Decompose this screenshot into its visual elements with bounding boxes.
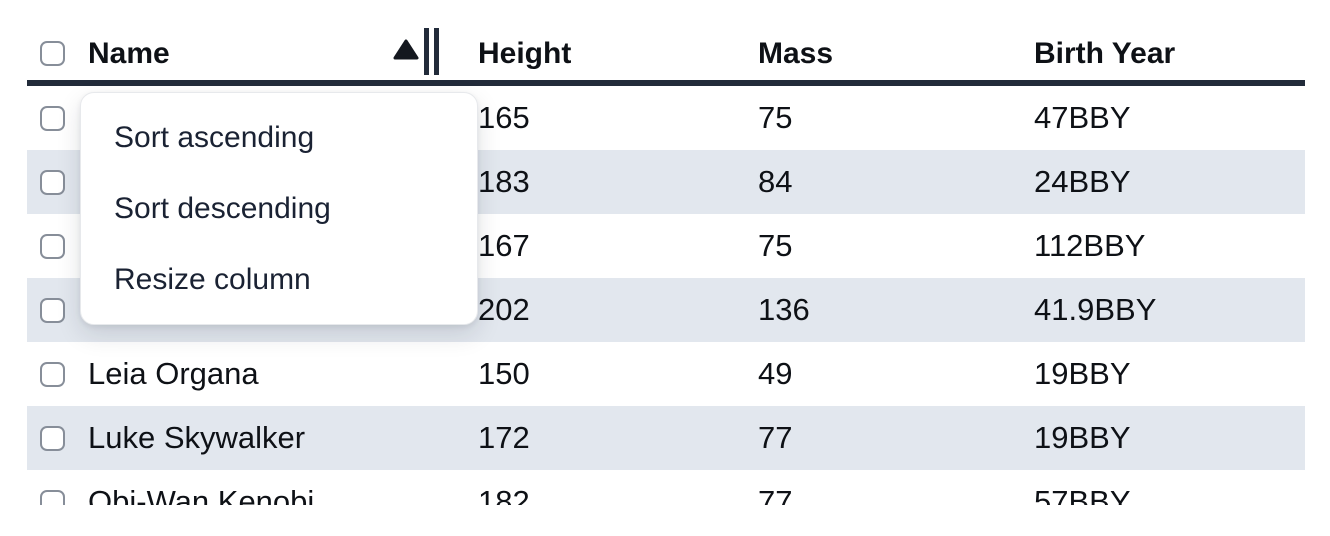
row-checkbox[interactable] xyxy=(40,361,65,387)
sort-ascending-icon xyxy=(393,39,419,60)
row-select-cell xyxy=(27,169,88,195)
table-row[interactable]: 165 75 47BBY xyxy=(27,86,1305,150)
column-context-menu: Sort ascending Sort descending Resize co… xyxy=(80,92,478,325)
select-all-checkbox[interactable] xyxy=(40,41,65,66)
cell-birth-year: 47BBY xyxy=(1034,100,1131,135)
cell-birth-year: 19BBY xyxy=(1034,356,1131,391)
cell-birth-year: 19BBY xyxy=(1034,420,1131,455)
cell-mass: 84 xyxy=(758,164,793,199)
column-header-name-label: Name xyxy=(88,37,170,70)
cell-birth-year: 24BBY xyxy=(1034,164,1131,199)
cell-mass: 75 xyxy=(758,100,793,135)
column-header-birth-year-label: Birth Year xyxy=(1034,37,1176,70)
cell-mass: 75 xyxy=(758,228,793,263)
row-checkbox[interactable] xyxy=(40,233,65,259)
row-checkbox[interactable] xyxy=(40,169,65,195)
row-select-cell xyxy=(27,297,88,323)
row-select-cell xyxy=(27,489,88,505)
cell-name: Obi-Wan Kenobi xyxy=(88,484,315,505)
column-header-height[interactable]: Height xyxy=(478,37,758,80)
row-select-cell xyxy=(27,361,88,387)
cell-height: 182 xyxy=(478,484,530,505)
cell-height: 167 xyxy=(478,228,530,263)
row-checkbox[interactable] xyxy=(40,489,65,505)
cell-birth-year: 57BBY xyxy=(1034,484,1131,505)
cell-birth-year: 41.9BBY xyxy=(1034,292,1157,327)
select-all-cell xyxy=(27,41,88,80)
column-resize-handle[interactable] xyxy=(424,28,439,75)
table-row[interactable]: Leia Organa 150 49 19BBY xyxy=(27,342,1305,406)
column-header-birth-year[interactable]: Birth Year xyxy=(1034,37,1305,80)
row-checkbox[interactable] xyxy=(40,105,65,131)
menu-item-sort-descending[interactable]: Sort descending xyxy=(114,191,331,225)
cell-name: Luke Skywalker xyxy=(88,420,306,455)
menu-item-sort-ascending[interactable]: Sort ascending xyxy=(114,120,315,154)
resize-bar-icon xyxy=(434,28,439,75)
column-header-mass[interactable]: Mass xyxy=(758,37,1034,80)
column-header-name[interactable]: Name xyxy=(88,37,478,80)
cell-mass: 136 xyxy=(758,292,810,327)
cell-birth-year: 112BBY xyxy=(1034,228,1146,263)
column-header-height-label: Height xyxy=(478,37,572,70)
row-select-cell xyxy=(27,425,88,451)
table-row[interactable]: Luke Skywalker 172 77 19BBY xyxy=(27,406,1305,470)
cell-height: 202 xyxy=(478,292,530,327)
column-header-mass-label: Mass xyxy=(758,37,834,70)
menu-item-resize-column[interactable]: Resize column xyxy=(114,262,311,296)
row-checkbox[interactable] xyxy=(40,425,65,451)
table-row[interactable]: 167 75 112BBY xyxy=(27,214,1305,278)
row-select-cell xyxy=(27,233,88,259)
table-row[interactable]: 202 136 41.9BBY xyxy=(27,278,1305,342)
row-checkbox[interactable] xyxy=(40,297,65,323)
row-select-cell xyxy=(27,105,88,131)
cell-name: Leia Organa xyxy=(88,356,259,391)
cell-height: 183 xyxy=(478,164,530,199)
cell-height: 172 xyxy=(478,420,530,455)
resize-bar-icon xyxy=(424,28,429,75)
cell-mass: 49 xyxy=(758,356,793,391)
cell-height: 150 xyxy=(478,356,530,391)
table-header-row: Name Height Mass Birth Year xyxy=(27,0,1305,86)
cell-mass: 77 xyxy=(758,484,793,505)
table-row[interactable]: Obi-Wan Kenobi 182 77 57BBY xyxy=(27,470,1305,505)
cell-mass: 77 xyxy=(758,420,793,455)
cell-height: 165 xyxy=(478,100,530,135)
